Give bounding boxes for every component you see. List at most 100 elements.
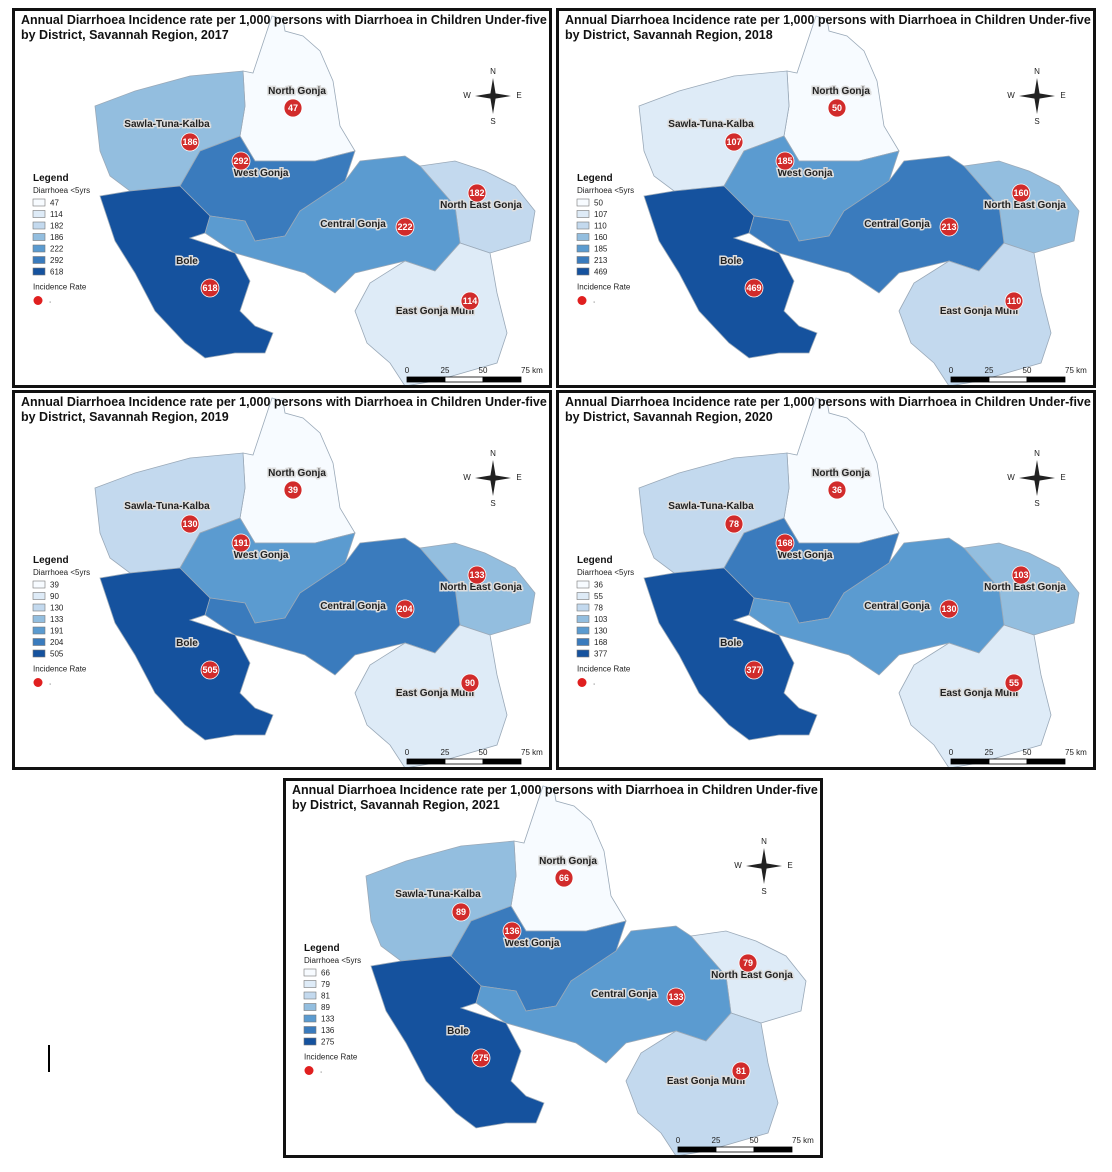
- incidence-dot: [775, 533, 795, 553]
- map-title: Annual Diarrhoea Incidence rate per 1,00…: [565, 13, 1091, 42]
- compass-e: E: [1060, 473, 1065, 482]
- scale-segment: [482, 376, 522, 383]
- district-name: North East Gonja: [984, 200, 1066, 211]
- incidence-value: 133: [469, 570, 484, 580]
- incidence-dot: [666, 987, 686, 1007]
- incidence-value: 110: [1007, 296, 1022, 306]
- map: North Gonja 47 Sawla-Tuna-Kalba 186 West Gon…: [32, 15, 543, 385]
- incidence-value: 160: [1013, 188, 1028, 198]
- legend-value: 292: [50, 256, 64, 265]
- legend-subtitle: Diarrhoea <5yrs: [33, 186, 90, 195]
- scale-segment: [444, 758, 484, 765]
- legend-dot-label: .: [593, 678, 595, 687]
- legend-value: 191: [50, 627, 64, 636]
- compass-arrow: [764, 863, 782, 869]
- compass-n: N: [1034, 449, 1040, 458]
- incidence-dot: [1011, 565, 1031, 585]
- incidence-value: 168: [777, 538, 792, 548]
- legend-swatch: [576, 198, 590, 207]
- compass-arrow: [761, 848, 767, 866]
- scale-label: 25: [441, 748, 450, 757]
- map-panel: North Gonja 39 Sawla-Tuna-Kalba 130 West Gon…: [12, 390, 552, 770]
- incidence-dot: [180, 514, 200, 534]
- incidence-value: 213: [941, 222, 956, 232]
- legend-value: 168: [594, 638, 608, 647]
- district: [99, 185, 274, 359]
- district-name: West Gonja: [778, 168, 833, 179]
- compass-s: S: [1034, 117, 1039, 126]
- district-name: Sawla-Tuna-Kalba: [668, 501, 754, 512]
- map-title: Annual Diarrhoea Incidence rate per 1,00…: [292, 783, 818, 812]
- legend-value: 505: [50, 650, 64, 659]
- legend-swatch: [576, 615, 590, 623]
- district-name: East Gonja Muni: [940, 306, 1019, 317]
- legend-value: 275: [321, 1038, 335, 1047]
- scale-segment: [444, 376, 484, 383]
- legend-value: 81: [321, 992, 330, 1001]
- district-name: West Gonja: [778, 550, 833, 561]
- compass-arrow: [1034, 96, 1040, 114]
- legend-title: Legend: [304, 943, 340, 954]
- scale-segment: [1026, 758, 1066, 765]
- compass-arrow: [1019, 475, 1037, 481]
- stray-mark: [48, 1045, 50, 1072]
- district: [354, 242, 508, 385]
- compass-n: N: [1034, 67, 1040, 76]
- legend-swatch: [576, 638, 590, 646]
- incidence-value: 130: [941, 604, 956, 614]
- compass-arrow: [493, 93, 511, 99]
- compass-arrow: [490, 96, 496, 114]
- legend-value: 110: [594, 222, 607, 231]
- legend-swatch: [576, 210, 590, 218]
- scale-segment: [482, 758, 522, 765]
- compass-e: E: [516, 91, 521, 100]
- scale-label: 50: [479, 366, 488, 375]
- legend-swatch: [32, 221, 46, 230]
- district: [475, 925, 732, 1064]
- incidence-value: 136: [504, 926, 519, 936]
- scale-label: 50: [479, 748, 488, 757]
- district: [204, 537, 461, 676]
- district-name: Central Gonja: [320, 601, 386, 612]
- district-name: North East Gonja: [711, 970, 793, 981]
- scale-label: 0: [405, 748, 410, 757]
- legend-swatch: [32, 638, 46, 646]
- incidence-dot: [395, 217, 415, 237]
- legend-value: 107: [594, 210, 608, 219]
- legend-title: Legend: [33, 555, 69, 566]
- scale-label: 0: [676, 1136, 681, 1145]
- incidence-value: 50: [832, 103, 842, 113]
- legend-swatch: [32, 603, 46, 612]
- incidence-value: 103: [1013, 570, 1028, 580]
- compass-n: N: [761, 837, 767, 846]
- compass-arrow: [761, 866, 767, 884]
- map-title: Annual Diarrhoea Incidence rate per 1,00…: [565, 395, 1091, 424]
- district-name: Sawla-Tuna-Kalba: [124, 119, 210, 130]
- legend-swatch: [32, 615, 46, 623]
- district-name: North Gonja: [812, 468, 870, 479]
- scale-label: 75 km: [521, 366, 543, 375]
- scale-segment: [677, 1146, 717, 1153]
- legend-incidence-label: Incidence Rate: [33, 665, 87, 674]
- incidence-dot: [231, 151, 251, 171]
- legend-value: 186: [50, 233, 64, 242]
- incidence-dot: [283, 480, 303, 500]
- legend-value: 130: [50, 604, 64, 613]
- incidence-value: 81: [736, 1066, 746, 1076]
- scale-label: 0: [949, 366, 954, 375]
- incidence-dot: [231, 533, 251, 553]
- compass-arrow: [1037, 93, 1055, 99]
- compass-s: S: [490, 117, 495, 126]
- map-panel: North Gonja 36 Sawla-Tuna-Kalba 78 West Gonj…: [556, 390, 1096, 770]
- compass-arrow: [1019, 93, 1037, 99]
- incidence-dot: [744, 278, 764, 298]
- district-name: East Gonja Muni: [396, 688, 475, 699]
- scale-label: 25: [712, 1136, 721, 1145]
- legend-value: 47: [50, 199, 59, 208]
- district: [643, 185, 818, 359]
- incidence-value: 185: [777, 156, 792, 166]
- scale-label: 25: [985, 366, 994, 375]
- scale-label: 50: [1023, 366, 1032, 375]
- incidence-dot: [939, 599, 959, 619]
